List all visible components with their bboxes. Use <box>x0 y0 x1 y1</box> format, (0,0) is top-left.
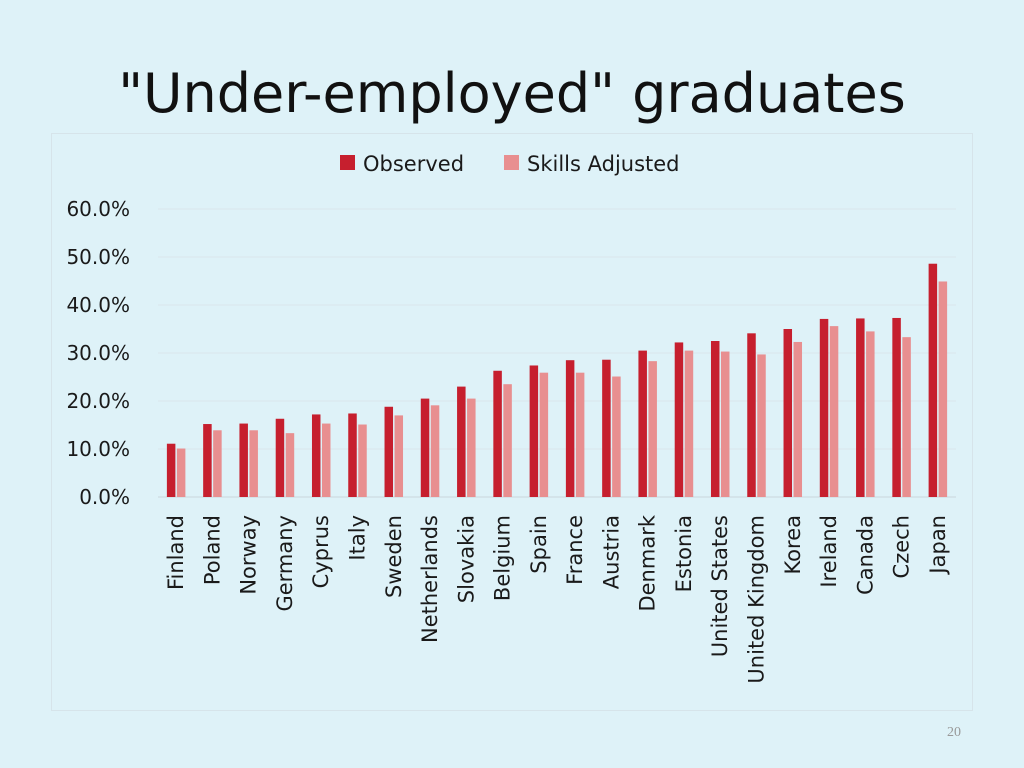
y-tick-label: 20.0% <box>66 389 130 413</box>
bar-observed <box>638 350 647 497</box>
x-category-label: Finland <box>164 515 188 590</box>
bar-skills-adjusted <box>938 281 948 497</box>
x-category-label: Spain <box>527 515 551 574</box>
bar-skills-adjusted <box>467 398 476 497</box>
bar-skills-adjusted <box>575 372 585 497</box>
y-tick-label: 40.0% <box>66 293 130 317</box>
bar-observed <box>239 423 248 497</box>
bar-skills-adjusted <box>430 405 440 497</box>
bar-skills-adjusted <box>285 433 295 497</box>
bar-observed <box>493 370 502 497</box>
y-tick-label: 10.0% <box>66 437 130 461</box>
bar-observed <box>783 329 793 497</box>
bar-skills-adjusted <box>394 415 404 497</box>
bars <box>166 263 948 497</box>
bar-observed <box>529 365 539 497</box>
bar-observed <box>856 318 865 497</box>
bar-skills-adjusted <box>358 424 367 497</box>
legend-swatch-skills-adjusted <box>504 155 519 170</box>
x-category-label: Norway <box>237 515 261 595</box>
bar-observed <box>892 317 901 497</box>
y-tick-label: 60.0% <box>66 197 130 221</box>
x-category-label: France <box>563 515 587 585</box>
bar-skills-adjusted <box>829 326 839 497</box>
x-category-label: Germany <box>273 515 297 612</box>
bar-skills-adjusted <box>503 384 512 497</box>
x-category-label: United Kingdom <box>745 515 769 684</box>
bar-observed <box>819 318 829 497</box>
legend-swatch-observed <box>340 155 355 170</box>
bar-skills-adjusted <box>757 354 766 497</box>
bar-skills-adjusted <box>866 331 875 497</box>
x-category-label: Canada <box>853 515 877 595</box>
y-axis-ticks: 0.0% 10.0% 20.0% 30.0% 40.0% 50.0% 60.0% <box>66 197 130 509</box>
legend-label: Observed <box>363 152 464 176</box>
y-tick-label: 50.0% <box>66 245 130 269</box>
x-category-label: Cyprus <box>309 515 333 588</box>
bar-observed <box>747 333 756 497</box>
x-category-label: Austria <box>599 515 623 589</box>
slide-title: "Under-employed" graduates <box>118 62 906 125</box>
bar-observed <box>275 418 285 497</box>
x-category-label: Poland <box>200 515 224 585</box>
bar-skills-adjusted <box>213 430 222 497</box>
bar-observed <box>602 359 611 497</box>
x-category-label: Belgium <box>491 515 515 601</box>
bar-skills-adjusted <box>612 376 621 497</box>
x-category-label: Netherlands <box>418 515 442 643</box>
x-axis-labels: Finland Poland Norway Germany Cyprus Italy Swe… <box>164 514 950 683</box>
bar-observed <box>166 443 176 497</box>
bar-observed <box>710 341 720 497</box>
y-tick-label: 0.0% <box>79 485 130 509</box>
bar-skills-adjusted <box>539 372 549 497</box>
bar-observed <box>311 414 321 497</box>
chart-frame <box>51 133 973 711</box>
legend-label: Skills Adjusted <box>527 152 680 176</box>
x-category-label: Denmark <box>636 514 660 611</box>
bar-observed <box>457 386 466 497</box>
bar-observed <box>928 263 938 497</box>
x-category-label: Czech <box>890 515 914 578</box>
bar-skills-adjusted <box>793 341 803 497</box>
legend: Observed Skills Adjusted <box>340 152 680 176</box>
y-tick-label: 30.0% <box>66 341 130 365</box>
bar-skills-adjusted <box>684 350 694 497</box>
x-category-label: Italy <box>346 515 370 561</box>
x-category-label: Japan <box>926 515 950 576</box>
bar-observed <box>420 398 430 497</box>
bar-observed <box>565 360 575 497</box>
bar-observed <box>674 342 684 497</box>
bar-skills-adjusted <box>902 337 911 497</box>
slide-number: 20 <box>947 725 961 740</box>
bar-skills-adjusted <box>176 448 186 497</box>
x-category-label: United States <box>708 515 732 657</box>
bar-observed <box>348 413 357 497</box>
x-category-label: Ireland <box>817 515 841 588</box>
bar-skills-adjusted <box>720 351 730 497</box>
x-category-label: Estonia <box>672 515 696 592</box>
x-category-label: Korea <box>781 515 805 575</box>
bar-skills-adjusted <box>648 361 657 497</box>
x-category-label: Slovakia <box>454 515 478 603</box>
bar-observed <box>203 424 212 497</box>
x-category-label: Sweden <box>382 515 406 598</box>
bar-observed <box>384 406 394 497</box>
bar-skills-adjusted <box>249 430 258 497</box>
bar-skills-adjusted <box>321 423 331 497</box>
